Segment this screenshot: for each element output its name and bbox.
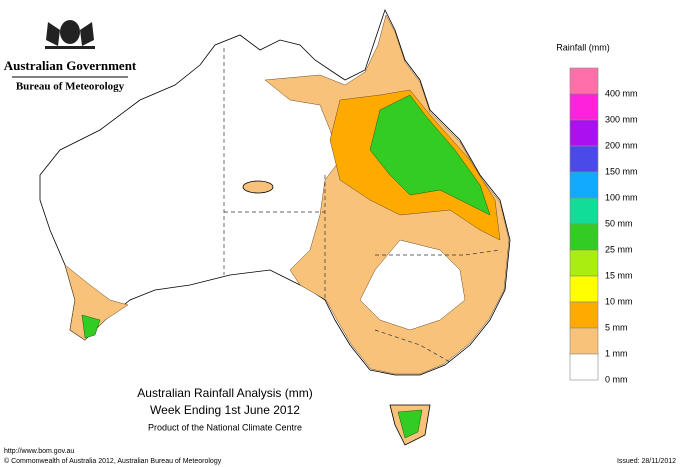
legend-label: 100 mm [605,192,638,202]
caption-product: Product of the National Climate Centre [148,422,302,432]
crest [45,20,95,49]
footer-copyright: © Commonwealth of Australia 2012, Austra… [4,457,222,465]
legend-swatch [569,223,599,251]
legend-label: 15 mm [605,270,633,280]
caption-title: Australian Rainfall Analysis (mm) [137,386,312,400]
legend-label: 50 mm [605,218,633,228]
legend-swatch [569,145,599,173]
map [39,8,511,446]
legend-swatch [569,353,599,381]
rain-area-green [369,94,491,216]
legend-label: 0 mm [605,374,628,384]
legend-label: 25 mm [605,244,633,254]
legend-swatch [569,171,599,199]
legend-label: 5 mm [605,322,628,332]
agency-name: Bureau of Meteorology [16,81,125,93]
dry-area [359,239,466,331]
legend-label: 150 mm [605,166,638,176]
government-name: Australian Government [4,58,137,73]
legend-swatch [569,249,599,277]
footer-issued: Issued: 28/11/2012 [617,458,676,465]
legend-label: 10 mm [605,296,633,306]
legend-swatch [569,197,599,225]
legend-swatch [569,119,599,147]
qld-nsw-border [375,249,501,256]
legend-label: 300 mm [605,114,638,124]
rain-area-central [242,180,274,194]
legend: 400 mm 300 mm 200 mm 150 mm 100 mm 50 mm 25 mm… [569,67,638,384]
tasmania-green [397,409,423,439]
legend-swatch [569,67,599,95]
legend-swatch [569,301,599,329]
legend-swatch [569,275,599,303]
legend-label: 400 mm [605,88,638,98]
rain-area-sw [64,264,129,341]
legend-label: 1 mm [605,348,628,358]
legend-label: 200 mm [605,140,638,150]
legend-swatch [569,93,599,121]
nsw-vic-border [374,329,451,363]
state-borders [223,48,501,363]
footer-url: http://www.bom.gov.au [4,448,74,455]
rain-area-sw-green [81,314,101,339]
legend-title: Rainfall (mm) [556,42,610,52]
caption-period: Week Ending 1st June 2012 [150,403,300,417]
legend-swatch [569,327,599,355]
